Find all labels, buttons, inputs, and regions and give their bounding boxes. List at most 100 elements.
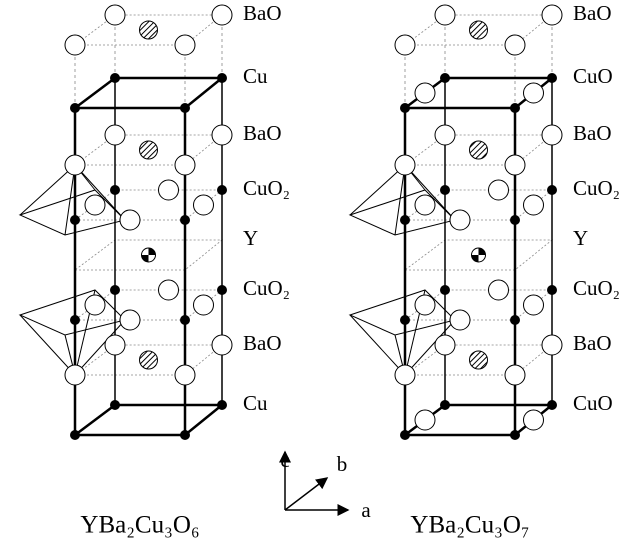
barium-atom: [140, 21, 158, 39]
layer-label: CuO₂: [243, 176, 290, 200]
oxygen-atom: [524, 83, 544, 103]
copper-atom: [547, 400, 557, 410]
formula: YBa₂Cu₃O₆: [80, 512, 199, 539]
layer-label: BaO: [243, 1, 282, 25]
copper-atom: [400, 430, 410, 440]
copper-atom: [400, 315, 410, 325]
oxygen-atom: [505, 155, 525, 175]
oxygen-atom: [524, 195, 544, 215]
oxygen-atom: [524, 410, 544, 430]
oxygen-atom: [450, 310, 470, 330]
copper-atom: [217, 185, 227, 195]
layer-label: BaO: [243, 331, 282, 355]
copper-atom: [110, 400, 120, 410]
oxygen-atom: [175, 35, 195, 55]
copper-atom: [70, 103, 80, 113]
pyramid-base: [20, 190, 125, 235]
oxygen-atom: [435, 5, 455, 25]
oxygen-atom: [395, 155, 415, 175]
oxygen-atom: [212, 335, 232, 355]
oxygen-atom: [65, 155, 85, 175]
oxygen-atom: [105, 5, 125, 25]
oxygen-atom: [489, 180, 509, 200]
layer-label: Y: [573, 226, 588, 250]
oxygen-atom: [542, 5, 562, 25]
oxygen-atom: [105, 125, 125, 145]
oxygen-atom: [65, 35, 85, 55]
oxygen-atom: [524, 295, 544, 315]
oxygen-atom: [85, 295, 105, 315]
layer-label: BaO: [573, 331, 612, 355]
layer-label: CuO: [573, 64, 613, 88]
copper-atom: [110, 285, 120, 295]
oxygen-atom: [175, 155, 195, 175]
pyramid-base: [20, 290, 125, 335]
oxygen-atom: [85, 195, 105, 215]
oxygen-atom: [159, 180, 179, 200]
oxygen-atom: [450, 210, 470, 230]
oxygen-atom: [435, 125, 455, 145]
diagram: BaOCuBaOCuO₂YCuO₂BaOCuYBa₂Cu₃O₆BaOCuOBaO…: [0, 0, 629, 554]
copper-atom: [180, 315, 190, 325]
copper-atom: [180, 430, 190, 440]
layer-label: BaO: [573, 1, 612, 25]
copper-atom: [217, 400, 227, 410]
copper-atom: [70, 215, 80, 225]
layer-label: BaO: [243, 121, 282, 145]
copper-atom: [440, 400, 450, 410]
layer-label: BaO: [573, 121, 612, 145]
layer-label: Cu: [243, 64, 268, 88]
oxygen-atom: [105, 335, 125, 355]
copper-atom: [440, 285, 450, 295]
oxygen-atom: [395, 35, 415, 55]
pyramid-edge: [350, 315, 405, 375]
copper-atom: [180, 215, 190, 225]
oxygen-atom: [489, 280, 509, 300]
copper-atom: [547, 185, 557, 195]
oxygen-atom: [415, 410, 435, 430]
copper-atom: [400, 215, 410, 225]
axis-label: c: [280, 448, 289, 472]
copper-atom: [217, 285, 227, 295]
oxygen-atom: [435, 335, 455, 355]
oxygen-atom: [159, 280, 179, 300]
pyramid-edge: [20, 315, 75, 375]
copper-atom: [70, 430, 80, 440]
oxygen-atom: [194, 195, 214, 215]
layer-label: CuO₂: [573, 176, 620, 200]
oxygen-atom: [415, 83, 435, 103]
layer-label: CuO₂: [243, 276, 290, 300]
copper-atom: [547, 285, 557, 295]
axis-label: b: [337, 452, 348, 476]
oxygen-atom: [120, 210, 140, 230]
pyramid-base: [350, 290, 455, 335]
cell-face: [75, 78, 222, 108]
formula: YBa₂Cu₃O₇: [410, 512, 529, 539]
barium-atom: [140, 141, 158, 159]
oxygen-atom: [65, 365, 85, 385]
copper-atom: [440, 185, 450, 195]
oxygen-atom: [542, 335, 562, 355]
oxygen-atom: [505, 365, 525, 385]
oxygen-atom: [194, 295, 214, 315]
oxygen-atom: [212, 5, 232, 25]
copper-atom: [440, 73, 450, 83]
copper-atom: [400, 103, 410, 113]
copper-atom: [217, 73, 227, 83]
layer-label: CuO₂: [573, 276, 620, 300]
layer-label: CuO: [573, 391, 613, 415]
pyramid-edge: [350, 165, 405, 215]
oxygen-atom: [120, 310, 140, 330]
barium-atom: [470, 351, 488, 369]
barium-atom: [470, 141, 488, 159]
oxygen-atom: [542, 125, 562, 145]
layer-label: Cu: [243, 391, 268, 415]
cell-face: [75, 405, 222, 435]
layer-label: Y: [243, 226, 258, 250]
oxygen-atom: [505, 35, 525, 55]
copper-atom: [180, 103, 190, 113]
structure: BaO CuO BaO CuO₂ Y CuO₂ BaO CuO YBa₂Cu₃O₇: [350, 1, 620, 539]
copper-atom: [510, 103, 520, 113]
barium-atom: [140, 351, 158, 369]
copper-atom: [510, 215, 520, 225]
